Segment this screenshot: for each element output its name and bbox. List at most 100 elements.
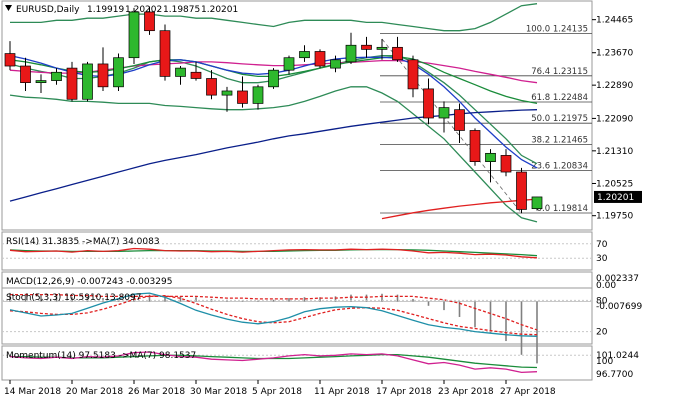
date-tick-label: 26 Mar 2018 bbox=[128, 387, 185, 397]
momentum-tick-label: 101.0244 bbox=[596, 351, 639, 361]
bull-candle bbox=[345, 44, 357, 63]
fib-level-label: 38.2 1.21465 bbox=[531, 135, 588, 145]
bear-candle bbox=[469, 130, 481, 162]
rsi-tick-label: 30 bbox=[596, 254, 608, 264]
date-tick-label: 30 Mar 2018 bbox=[190, 387, 247, 397]
bear-candle bbox=[4, 53, 16, 67]
bull-candle bbox=[175, 67, 186, 77]
fib-level-label: 100.0 1.24135 bbox=[526, 24, 588, 34]
overlay-line-7 bbox=[381, 198, 538, 220]
price-tick-label: 1.20525 bbox=[596, 179, 633, 189]
symbol-label: EURUSD,Daily bbox=[16, 5, 80, 15]
bull-candle bbox=[283, 57, 295, 71]
macd-plot-area bbox=[2, 292, 592, 364]
bear-candle bbox=[159, 30, 171, 77]
date-tick-label: 5 Apr 2018 bbox=[252, 387, 302, 397]
price-tick-label: 1.22890 bbox=[596, 81, 633, 91]
bear-candle bbox=[500, 155, 512, 173]
bear-candle bbox=[144, 11, 155, 32]
momentum-pane-frame bbox=[1, 345, 593, 381]
ohlc-close: 1.20201 bbox=[201, 5, 238, 15]
macd-signal-line bbox=[10, 293, 538, 331]
rsi-tick-label: 70 bbox=[596, 240, 608, 250]
momentum-tick-label: 100 bbox=[596, 357, 613, 367]
bear-candle bbox=[237, 90, 248, 104]
price-axis: 1.24465 1.23670 1.22890 1.22090 1.21310 1.205… bbox=[592, 16, 642, 222]
ohlc-high: 1.20202 bbox=[125, 5, 162, 15]
overlay-line-0 bbox=[10, 3, 538, 32]
price-tick-label: 1.23670 bbox=[596, 49, 633, 59]
overlay-line-1 bbox=[9, 86, 538, 223]
bear-candle bbox=[454, 109, 465, 131]
date-tick-label: 23 Apr 2018 bbox=[438, 387, 494, 397]
bull-candle bbox=[113, 57, 124, 88]
fib-swing-line bbox=[381, 38, 522, 214]
macd-tick-label: -0.007699 bbox=[596, 302, 642, 312]
momentum-line bbox=[9, 351, 538, 374]
rsi-pane-frame bbox=[1, 231, 593, 271]
chart-header: EURUSD,Daily 1.19919 1.20202 1.19875 1.2… bbox=[5, 5, 238, 15]
bull-candle bbox=[82, 63, 93, 100]
price-tick-label: 1.19750 bbox=[596, 212, 633, 222]
macd-label: MACD(12,26,9) -0.007243 -0.003295 bbox=[6, 277, 172, 287]
fib-level-label: 0.0 1.19814 bbox=[537, 204, 588, 214]
stoch-pane-frame bbox=[1, 287, 593, 345]
bear-candle bbox=[66, 67, 78, 100]
bull-candle bbox=[438, 107, 450, 119]
bear-candle bbox=[190, 71, 202, 79]
price-tick-label: 1.21310 bbox=[596, 147, 633, 157]
bear-candle bbox=[361, 44, 372, 50]
momentum-label: Momentum(14) 97.5183 ->MA(7) 98.1537 bbox=[6, 351, 196, 361]
fib-level-label: 76.4 1.23115 bbox=[531, 67, 588, 77]
ohlc-open: 1.19919 bbox=[87, 5, 124, 15]
date-tick-label: 14 Mar 2018 bbox=[4, 387, 61, 397]
ohlc-low: 1.19875 bbox=[163, 5, 200, 15]
bear-candle bbox=[392, 46, 403, 61]
candlestick-series bbox=[4, 6, 543, 214]
fib-level-label: 50.0 1.21975 bbox=[531, 114, 588, 124]
rsi-label: RSI(14) 31.3835 ->MA(7) 34.0083 bbox=[6, 237, 160, 247]
date-tick-label: 17 Apr 2018 bbox=[376, 387, 432, 397]
bull-candle bbox=[299, 51, 310, 59]
bull-candle bbox=[531, 196, 543, 210]
bear-candle bbox=[423, 88, 434, 119]
fib-level-label: 61.8 1.22484 bbox=[531, 93, 588, 103]
date-axis: 14 Mar 2018 20 Mar 2018 26 Mar 2018 30 Mar … bbox=[4, 380, 556, 397]
macd-tick-label: 0.00 bbox=[596, 281, 616, 291]
bull-candle bbox=[51, 71, 62, 81]
stoch-k-line bbox=[9, 292, 538, 337]
bull-candle bbox=[35, 80, 47, 84]
bull-candle bbox=[252, 86, 264, 104]
bear-candle bbox=[407, 59, 419, 90]
bull-candle bbox=[221, 90, 233, 96]
stochastic-indicator: 80 20 bbox=[2, 292, 608, 338]
bull-candle bbox=[268, 69, 279, 88]
collapse-triangle-icon[interactable] bbox=[5, 5, 12, 11]
bear-candle bbox=[97, 63, 109, 88]
bear-candle bbox=[20, 65, 31, 84]
momentum-tick-label: 96.7700 bbox=[596, 370, 633, 380]
price-tick-label: 1.24465 bbox=[596, 16, 633, 26]
bear-candle bbox=[516, 171, 527, 210]
macd-tick-label: 0.002337 bbox=[596, 274, 639, 284]
stoch-label: Stoch(5,3,3) 10.5910 13.8097 bbox=[6, 293, 141, 303]
date-tick-label: 27 Apr 2018 bbox=[500, 387, 556, 397]
bear-candle bbox=[314, 51, 326, 67]
rsi-line bbox=[9, 247, 538, 259]
bull-candle bbox=[330, 59, 341, 69]
price-tick-label: 1.22090 bbox=[596, 114, 633, 124]
bear-candle bbox=[206, 78, 217, 96]
last-price-label: 1.20201 bbox=[597, 193, 634, 203]
date-tick-label: 11 Apr 2018 bbox=[314, 387, 370, 397]
date-tick-label: 20 Mar 2018 bbox=[66, 387, 123, 397]
stoch-tick-label: 20 bbox=[596, 328, 608, 338]
price-pane-frame bbox=[1, 0, 593, 231]
fib-level-label: 23.6 1.20834 bbox=[531, 162, 588, 172]
bull-candle bbox=[485, 152, 496, 162]
last-price-tag bbox=[594, 190, 642, 203]
bull-candle bbox=[376, 46, 388, 50]
